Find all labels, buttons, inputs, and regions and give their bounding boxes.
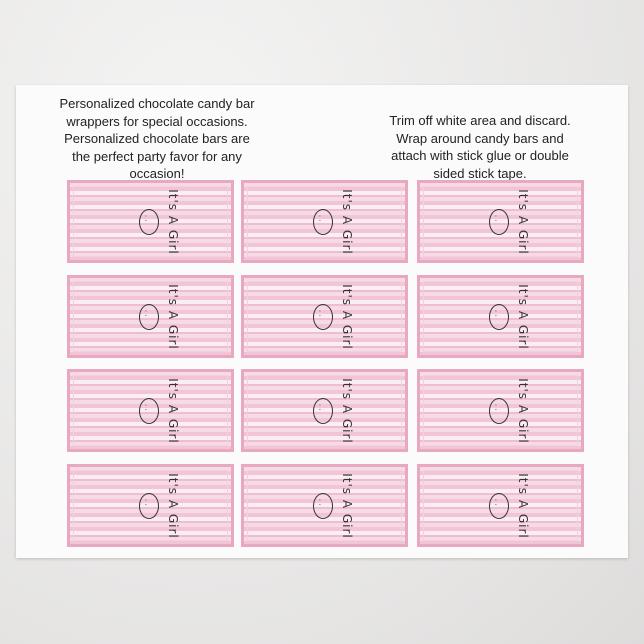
baby-face-icon <box>488 208 509 235</box>
baby-face-icon <box>138 397 159 424</box>
inner-border <box>247 186 402 257</box>
wrapper-label: It's A Girl <box>339 283 354 350</box>
baby-face-icon <box>488 303 509 330</box>
instructions-text: Trim off white area and discard. Wrap ar… <box>389 113 571 181</box>
candy-wrapper: It's A Girl <box>417 464 584 547</box>
baby-face-icon <box>138 492 159 519</box>
candy-wrapper: It's A Girl <box>241 464 408 547</box>
candy-wrapper: It's A Girl <box>417 180 584 263</box>
wrapper-sheet: Personalized chocolate candy bar wrapper… <box>16 85 628 558</box>
candy-wrapper: It's A Girl <box>67 275 234 358</box>
description-text: Personalized chocolate candy bar wrapper… <box>59 96 255 181</box>
wrapper-label: It's A Girl <box>165 283 180 350</box>
candy-wrapper: It's A Girl <box>67 180 234 263</box>
inner-border <box>73 186 228 257</box>
candy-wrapper: It's A Girl <box>241 369 408 452</box>
inner-border <box>73 470 228 541</box>
baby-face-icon <box>488 397 509 424</box>
candy-wrapper: It's A Girl <box>67 464 234 547</box>
baby-face-icon <box>312 208 333 235</box>
wrapper-label: It's A Girl <box>515 472 530 539</box>
baby-face-icon <box>312 303 333 330</box>
inner-border <box>423 281 578 352</box>
inner-border <box>247 281 402 352</box>
inner-border <box>247 470 402 541</box>
inner-border <box>423 375 578 446</box>
inner-border <box>247 375 402 446</box>
candy-wrapper: It's A Girl <box>241 180 408 263</box>
wrapper-label: It's A Girl <box>339 472 354 539</box>
candy-wrapper: It's A Girl <box>241 275 408 358</box>
wrapper-label: It's A Girl <box>339 188 354 255</box>
wrapper-label: It's A Girl <box>515 283 530 350</box>
baby-face-icon <box>138 208 159 235</box>
wrapper-label: It's A Girl <box>339 377 354 444</box>
wrapper-label: It's A Girl <box>165 377 180 444</box>
baby-face-icon <box>488 492 509 519</box>
candy-wrapper: It's A Girl <box>417 275 584 358</box>
inner-border <box>73 281 228 352</box>
wrapper-label: It's A Girl <box>515 377 530 444</box>
wrapper-label: It's A Girl <box>165 188 180 255</box>
baby-face-icon <box>138 303 159 330</box>
candy-wrapper: It's A Girl <box>67 369 234 452</box>
baby-face-icon <box>312 492 333 519</box>
inner-border <box>423 186 578 257</box>
candy-wrapper: It's A Girl <box>417 369 584 452</box>
baby-face-icon <box>312 397 333 424</box>
inner-border <box>423 470 578 541</box>
inner-border <box>73 375 228 446</box>
wrapper-label: It's A Girl <box>165 472 180 539</box>
wrapper-label: It's A Girl <box>515 188 530 255</box>
